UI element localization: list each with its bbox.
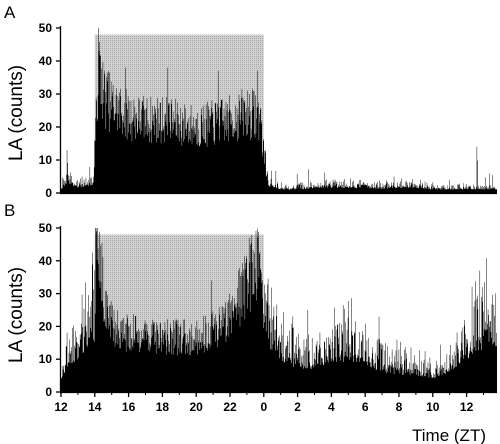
panel-a-y-tick-label-50: 50 [39,21,53,35]
panel-b-x-tick-label-1: 14 [88,400,102,414]
panel-a-y-tick-label-40: 40 [39,54,53,68]
panel-b-x-tick-label-2: 16 [122,400,136,414]
panel-b-y-tick-label-40: 40 [39,254,53,268]
panel-b-axes: 0 10 20 30 40 50 [39,221,497,399]
panel-a-y-tick-label-10: 10 [39,153,53,167]
panel-b-x-tick-label-3: 18 [156,400,170,414]
panel-b-x-axis-label: Time (ZT) [412,426,486,444]
panel-a-letter: A [4,3,16,22]
panel-b-x-tick-label-11: 10 [426,400,440,414]
panel-b-x-tick-label-5: 22 [223,400,237,414]
panel-b-x-tick-label-0: 12 [54,400,68,414]
panel-b-x-tick-label-8: 4 [328,400,335,414]
panel-b-activity-bars [61,228,497,392]
panel-b-y-tick-label-0: 0 [45,385,52,399]
panel-b-x-tick-label-4: 20 [190,400,204,414]
panel-a-y-tick-label-30: 30 [39,87,53,101]
panel-a-axes: 0 10 20 30 40 50 [39,21,497,200]
panel-b-x-tick-label-10: 8 [396,400,403,414]
panel-b-letter: B [4,201,15,220]
panel-b-x-tick-label-9: 6 [362,400,369,414]
panel-b: B LA (counts) 0 10 20 30 40 50 12 14 16 18 20 22 0 2… [4,201,497,444]
panel-a-activity-bars [61,28,497,193]
panel-a-y-tick-label-20: 20 [39,120,53,134]
panel-b-y-tick-label-10: 10 [39,352,53,366]
panel-b-y-tick-label-50: 50 [39,221,53,235]
panel-b-x-tick-label-6: 0 [260,400,267,414]
panel-b-x-tick-label-12: 12 [460,400,474,414]
panel-a: A LA (counts) 0 10 20 30 40 50 [4,3,497,200]
panel-b-y-axis-label: LA (counts) [6,267,27,363]
panel-b-y-tick-label-20: 20 [39,319,53,333]
panel-b-y-tick-label-30: 30 [39,287,53,301]
panel-a-activity-trace [61,28,497,193]
panel-a-y-tick-label-0: 0 [45,186,52,200]
panel-a-y-axis-label: LA (counts) [6,65,27,161]
panel-b-x-axis-ticks: 12 14 16 18 20 22 0 2 4 6 8 10 12 [54,392,484,414]
panel-b-x-tick-label-7: 2 [294,400,301,414]
panel-b-activity-trace [61,228,497,392]
